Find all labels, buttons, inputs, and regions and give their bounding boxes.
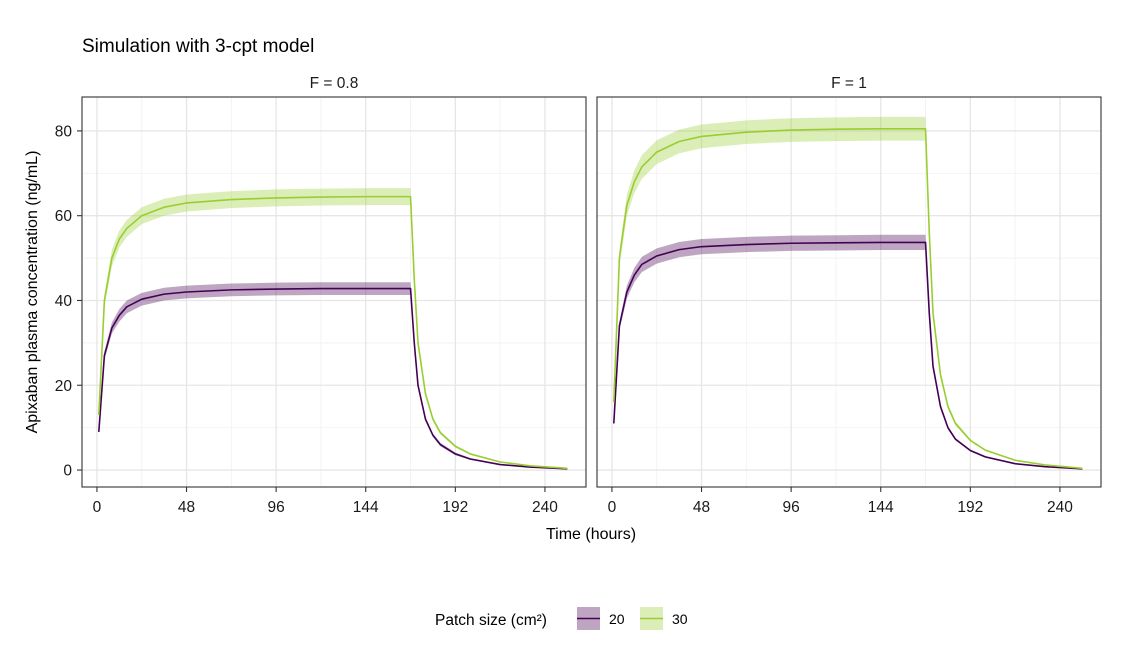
legend-key-30 — [640, 607, 663, 630]
x-tick-label: 240 — [1047, 499, 1073, 516]
y-tick-label: 0 — [63, 463, 72, 480]
panel-lines — [98, 195, 568, 470]
x-tick-label: 192 — [442, 499, 468, 516]
x-tick-label: 0 — [93, 499, 102, 516]
y-tick-label: 20 — [55, 378, 73, 395]
panel-label: F = 0.8 — [310, 75, 359, 92]
panel-x-axis: 0 48 96 144 192 240 — [608, 487, 1073, 516]
x-tick-label: 192 — [957, 499, 983, 516]
y-tick-label: 60 — [55, 208, 73, 225]
y-tick-label: 80 — [55, 123, 73, 140]
series-line-30 — [98, 195, 568, 470]
panel-y-axis: 0 20 40 60 80 — [55, 123, 82, 480]
band-30 — [98, 188, 568, 469]
band-30 — [613, 116, 1083, 469]
series-line-20 — [613, 241, 1083, 470]
band-20 — [98, 282, 568, 470]
legend-title: Patch size (cm²) — [435, 612, 547, 629]
legend-key-20 — [577, 607, 600, 630]
x-axis-label: Time (hours) — [546, 526, 636, 543]
panel-x-axis: 0 48 96 144 192 240 — [93, 487, 558, 516]
legend-entry-20: 20 — [609, 611, 625, 627]
y-axis-label: Apixaban plasma concentration (ng/mL) — [24, 151, 41, 434]
x-tick-label: 240 — [532, 499, 558, 516]
y-tick-label: 40 — [55, 293, 73, 310]
x-tick-label: 144 — [868, 499, 894, 516]
series-line-20 — [98, 287, 568, 470]
series-line-30 — [613, 127, 1083, 470]
chart-title: Simulation with 3-cpt model — [82, 36, 314, 57]
panel-bands — [613, 116, 1083, 470]
panel-f-1: F = 1 0 48 96 144 192 240 — [596, 75, 1102, 516]
panel-background — [597, 97, 1101, 487]
panel-bands — [98, 188, 568, 470]
panel-border — [596, 96, 1102, 488]
panel-label: F = 1 — [831, 75, 867, 92]
panel-border — [81, 96, 587, 488]
x-tick-label: 48 — [178, 499, 195, 516]
band-20 — [613, 234, 1083, 470]
panel-f-0-8: F = 0.8 0 48 96 144 192 240 0 20 40 60 80 — [55, 75, 587, 516]
x-tick-label: 96 — [268, 499, 285, 516]
x-tick-label: 0 — [608, 499, 617, 516]
legend: Patch size (cm²) 20 30 — [435, 607, 688, 630]
panel-background — [82, 97, 586, 487]
x-tick-label: 96 — [783, 499, 800, 516]
x-tick-label: 48 — [693, 499, 710, 516]
legend-entry-30: 30 — [672, 611, 688, 627]
x-tick-label: 144 — [353, 499, 379, 516]
panel-lines — [613, 127, 1083, 470]
panel-grid — [597, 97, 1101, 487]
